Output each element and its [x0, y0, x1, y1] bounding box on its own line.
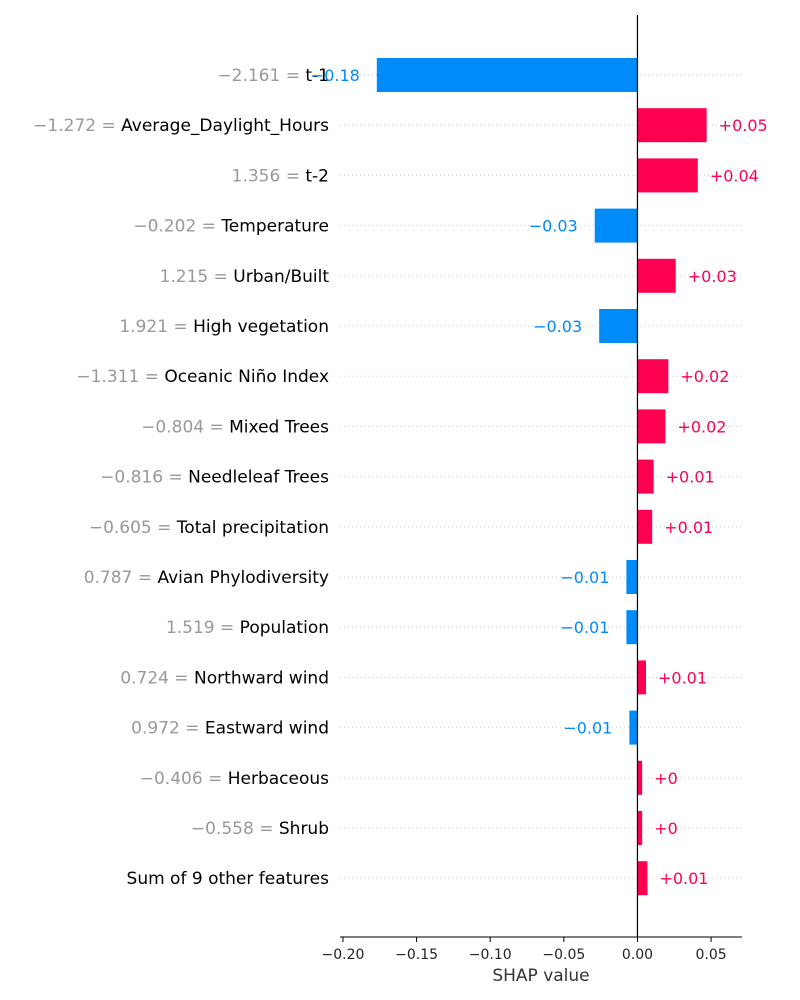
feature-label: 1.356 = t-2 — [232, 166, 329, 186]
feature-label: Sum of 9 other features — [127, 869, 330, 889]
feature-value: −0.804 = — [141, 417, 229, 437]
value-label: +0.04 — [710, 166, 759, 185]
feature-name: Northward wind — [194, 668, 329, 688]
feature-value: −0.605 = — [89, 518, 177, 538]
feature-label: −1.311 = Oceanic Niño Index — [76, 367, 329, 387]
bar — [637, 861, 648, 896]
bar — [629, 710, 638, 745]
bar — [637, 459, 654, 494]
bars — [376, 58, 707, 896]
feature-name: t-2 — [305, 166, 329, 186]
value-label: +0.03 — [688, 267, 737, 286]
feature-name: Shrub — [279, 819, 329, 839]
bar — [637, 409, 666, 444]
value-label: +0.01 — [658, 668, 707, 687]
value-label: −0.03 — [533, 317, 582, 336]
value-label: +0 — [654, 769, 678, 788]
feature-name: t-1 — [305, 66, 329, 86]
value-label: −0.01 — [560, 568, 609, 587]
value-label: −0.01 — [560, 618, 609, 637]
feature-name: Herbaceous — [228, 769, 329, 789]
value-label: +0.01 — [659, 869, 708, 888]
x-tick-label: −0.15 — [395, 947, 438, 963]
feature-label: −0.202 = Temperature — [133, 217, 329, 237]
value-labels: −0.18 +0.05 +0.04 −0.03 +0.03 −0.03 +0.02 +0.02… — [311, 66, 768, 888]
feature-label: 0.724 = Northward wind — [120, 668, 329, 688]
feature-name: Average_Daylight_Hours — [121, 116, 329, 136]
bar — [637, 760, 643, 795]
feature-value: −0.816 = — [100, 468, 188, 488]
feature-label: −0.605 = Total precipitation — [89, 518, 329, 538]
feature-value: −0.202 = — [133, 217, 221, 237]
feature-name: Needleleaf Trees — [188, 468, 329, 488]
value-label: −0.18 — [311, 66, 360, 85]
value-label: −0.03 — [529, 217, 578, 236]
feature-label: −2.161 = t-1 — [217, 66, 329, 86]
feature-value: 0.972 = — [131, 719, 205, 739]
feature-value: 0.724 = — [120, 668, 194, 688]
bar — [376, 58, 638, 92]
bar — [637, 108, 707, 143]
feature-name: Sum of 9 other features — [127, 869, 330, 889]
feature-label: 1.921 = High vegetation — [119, 317, 329, 337]
x-tick-label: 0.05 — [695, 947, 726, 963]
feature-name: Urban/Built — [233, 267, 329, 287]
bar — [637, 258, 676, 293]
bar — [599, 309, 638, 343]
value-label: +0.01 — [666, 468, 715, 487]
feature-name: Population — [240, 618, 329, 638]
feature-value: −2.161 = — [217, 66, 305, 86]
x-tick-label: 0.00 — [622, 947, 653, 963]
feature-name: Oceanic Niño Index — [164, 367, 329, 387]
feature-label: 1.215 = Urban/Built — [160, 267, 330, 287]
bar — [637, 811, 643, 845]
value-label: +0.02 — [677, 417, 726, 436]
feature-value: 0.787 = — [84, 568, 158, 588]
x-tick-label: −0.10 — [469, 947, 512, 963]
x-tick-label: −0.20 — [321, 947, 364, 963]
feature-name: Temperature — [220, 217, 329, 237]
feature-label: −0.558 = Shrub — [191, 819, 329, 839]
feature-value: 1.356 = — [232, 166, 306, 186]
feature-label: −0.406 = Herbaceous — [140, 769, 329, 789]
feature-value: −0.558 = — [191, 819, 279, 839]
feature-value: −1.311 = — [76, 367, 164, 387]
bar — [637, 158, 698, 193]
value-label: +0 — [654, 819, 678, 838]
x-tick-label: −0.05 — [542, 947, 585, 963]
feature-label: 0.787 = Avian Phylodiversity — [84, 568, 329, 588]
bar — [637, 660, 646, 695]
bar — [626, 560, 638, 594]
feature-name: Avian Phylodiversity — [157, 568, 329, 588]
feature-value: −1.272 = — [33, 116, 121, 136]
grid-lines — [340, 74, 742, 879]
feature-label: −1.272 = Average_Daylight_Hours — [33, 116, 329, 136]
x-axis-label: SHAP value — [492, 966, 589, 986]
feature-label: 0.972 = Eastward wind — [131, 719, 329, 739]
bar — [594, 208, 638, 243]
bar — [637, 509, 653, 544]
feature-labels: −2.161 = t-1 −1.272 = Average_Daylight_Ho… — [33, 66, 329, 889]
feature-name: Mixed Trees — [229, 417, 329, 437]
feature-name: High vegetation — [193, 317, 329, 337]
feature-value: 1.215 = — [160, 267, 234, 287]
bar — [626, 610, 638, 645]
value-label: −0.01 — [563, 719, 612, 738]
value-label: +0.02 — [680, 367, 729, 386]
feature-value: −0.406 = — [140, 769, 228, 789]
x-axis-ticks: −0.20 −0.15 −0.10 −0.05 0.00 0.05 — [321, 937, 727, 963]
feature-name: Eastward wind — [205, 719, 329, 739]
feature-label: 1.519 = Population — [166, 618, 329, 638]
feature-name: Total precipitation — [176, 518, 329, 538]
value-label: +0.05 — [719, 116, 768, 135]
feature-label: −0.816 = Needleleaf Trees — [100, 468, 329, 488]
bar — [637, 359, 669, 394]
feature-value: 1.921 = — [119, 317, 193, 337]
feature-label: −0.804 = Mixed Trees — [141, 417, 329, 437]
feature-value: 1.519 = — [166, 618, 240, 638]
value-label: +0.01 — [664, 518, 713, 537]
